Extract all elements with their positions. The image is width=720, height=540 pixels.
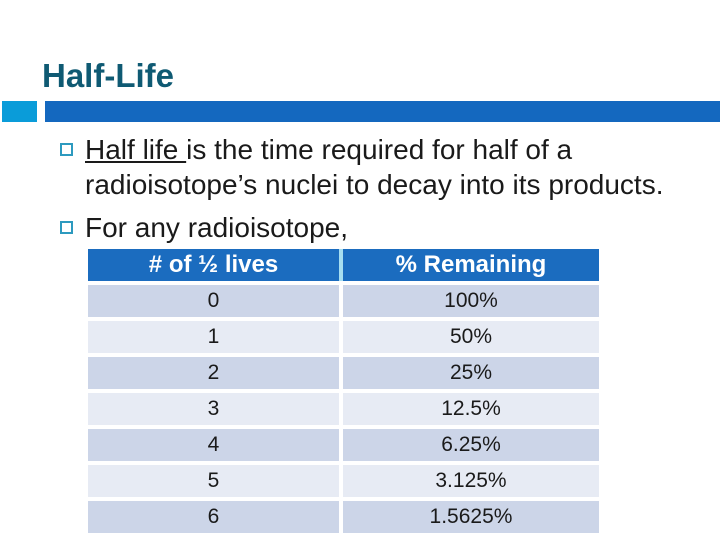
table-body: 0 100% 1 50% 2 25% 3 12.5% 4 6.25% 5 3.125% 6 1.5625%: [88, 285, 599, 533]
header-cell-percent-remaining: % Remaining: [343, 249, 599, 281]
underlined-term: Half life: [85, 134, 187, 165]
half-life-table: # of ½ lives % Remaining 0 100% 1 50% 2 25% 3 1…: [88, 249, 599, 533]
bullet-text: Half life is the time required for half …: [85, 132, 672, 202]
column-divider: [339, 321, 343, 353]
table-row: 6 1.5625%: [88, 501, 599, 533]
cell-half-lives: 4: [88, 429, 339, 461]
column-divider: [339, 249, 343, 281]
table-row: 4 6.25%: [88, 429, 599, 461]
column-divider: [339, 285, 343, 317]
cell-percent-remaining: 12.5%: [343, 393, 599, 425]
accent-square-icon: [2, 101, 37, 122]
column-divider: [339, 465, 343, 497]
bullet-item: Half life is the time required for half …: [60, 132, 700, 202]
table-row: 3 12.5%: [88, 393, 599, 425]
cell-percent-remaining: 25%: [343, 357, 599, 389]
column-divider: [339, 501, 343, 533]
column-divider: [339, 393, 343, 425]
cell-half-lives: 1: [88, 321, 339, 353]
table-header-row: # of ½ lives % Remaining: [88, 249, 599, 281]
bullet-list: Half life is the time required for half …: [60, 132, 700, 245]
accent-bar: [45, 101, 720, 122]
column-divider: [339, 357, 343, 389]
bullet-text: For any radioisotope,: [85, 210, 672, 245]
bullet-text-rest: For any radioisotope,: [85, 212, 349, 243]
table-row: 0 100%: [88, 285, 599, 317]
square-bullet-icon: [60, 143, 73, 156]
cell-half-lives: 5: [88, 465, 339, 497]
header-cell-half-lives: # of ½ lives: [88, 249, 339, 281]
cell-half-lives: 0: [88, 285, 339, 317]
bullet-item: For any radioisotope,: [60, 210, 700, 245]
square-bullet-icon: [60, 221, 73, 234]
cell-half-lives: 6: [88, 501, 339, 533]
cell-half-lives: 2: [88, 357, 339, 389]
cell-percent-remaining: 3.125%: [343, 465, 599, 497]
table-row: 5 3.125%: [88, 465, 599, 497]
bullet-text-rest: is the time required for half of a radio…: [85, 134, 664, 200]
slide-title: Half-Life: [42, 57, 174, 95]
cell-percent-remaining: 1.5625%: [343, 501, 599, 533]
cell-percent-remaining: 50%: [343, 321, 599, 353]
cell-percent-remaining: 6.25%: [343, 429, 599, 461]
cell-half-lives: 3: [88, 393, 339, 425]
table-row: 1 50%: [88, 321, 599, 353]
cell-percent-remaining: 100%: [343, 285, 599, 317]
column-divider: [339, 429, 343, 461]
table-row: 2 25%: [88, 357, 599, 389]
